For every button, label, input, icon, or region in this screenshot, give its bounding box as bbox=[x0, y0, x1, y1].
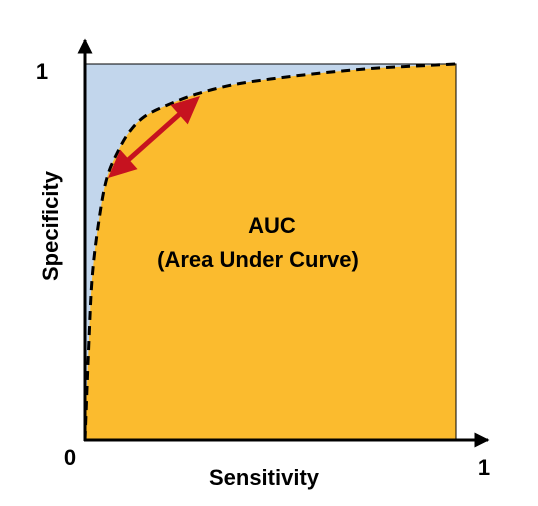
x-tick-label-1: 1 bbox=[478, 455, 490, 480]
x-tick-label-0: 0 bbox=[64, 445, 76, 470]
y-axis-label: Specificity bbox=[38, 170, 63, 281]
x-axis-label: Sensitivity bbox=[209, 465, 320, 490]
y-tick-label-1: 1 bbox=[36, 59, 48, 84]
auc-label-expansion: (Area Under Curve) bbox=[157, 247, 359, 272]
auc-label: AUC bbox=[248, 213, 296, 238]
